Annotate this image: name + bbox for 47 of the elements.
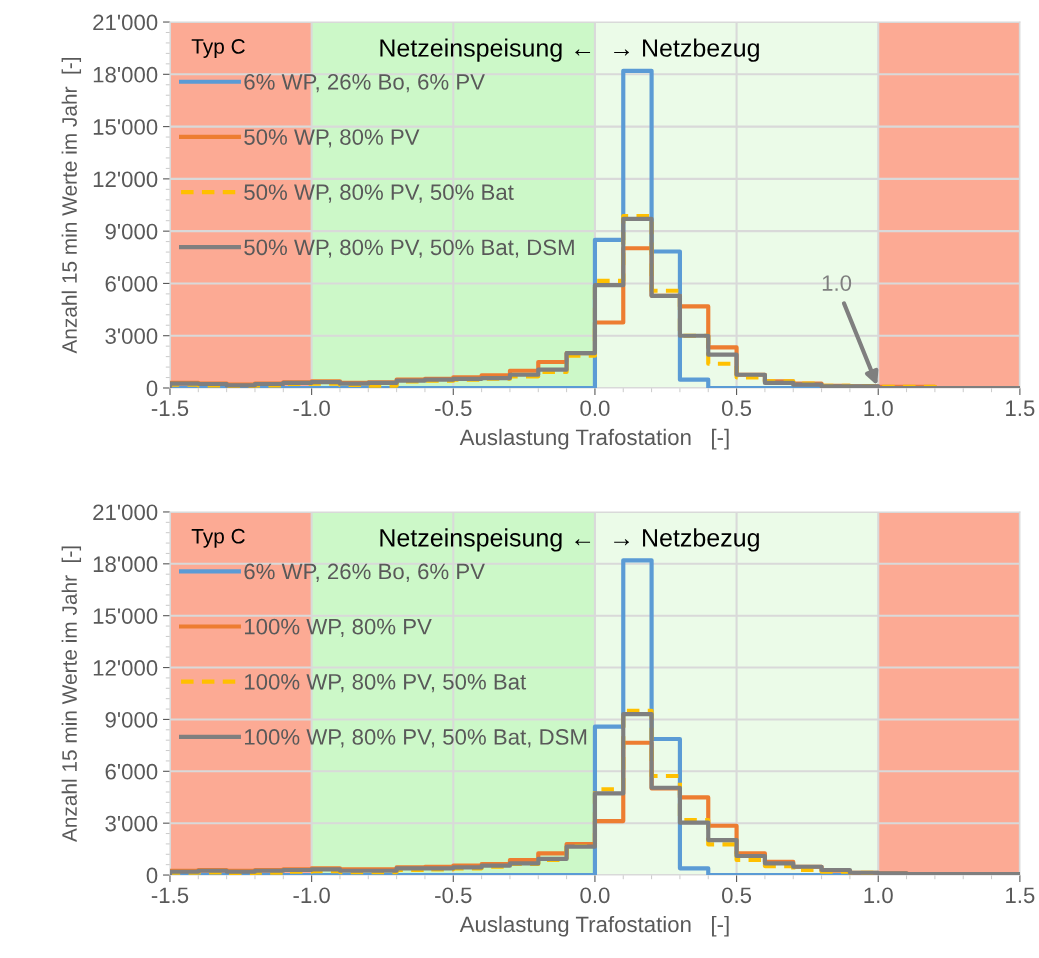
y-tick-label: 21'000 <box>93 14 158 31</box>
x-tick-label: -1.5 <box>151 887 189 904</box>
y-axis-title: Anzahl 15 min Werte im Jahr [-] <box>61 57 82 354</box>
y-tick-label: 18'000 <box>93 66 158 83</box>
annotation: 1.0 <box>822 275 852 291</box>
x-axis-title: Auslastung Trafostation [-] <box>459 915 729 937</box>
x-tick-label: -0.5 <box>435 400 472 417</box>
legend-label: 100% WP, 80% PV, 50% Bat <box>245 673 527 693</box>
y-tick-label: 3'000 <box>105 328 158 344</box>
x-tick-label: 0.5 <box>722 400 752 417</box>
y-tick-label: 3'000 <box>105 815 158 832</box>
y-tick-label: 12'000 <box>93 660 158 676</box>
annotation: Typ C <box>191 528 245 548</box>
legend-label: 100% WP, 80% PV <box>245 618 432 638</box>
legend-label: 50% WP, 80% PV <box>244 129 420 148</box>
y-tick-label: 12'000 <box>93 171 158 188</box>
annotation: Typ C <box>191 39 245 58</box>
legend-label: 100% WP, 80% PV, 50% Bat, DSM <box>245 729 587 748</box>
x-tick-label: -0.5 <box>435 887 472 904</box>
legend-label: 6% WP, 26% Bo, 6% PV <box>244 73 485 93</box>
y-tick-label: 15'000 <box>93 608 158 624</box>
x-tick-label: 0.0 <box>580 400 610 417</box>
legend-label: 50% WP, 80% PV, 50% Bat <box>244 184 514 203</box>
y-tick-label: 18'000 <box>93 556 158 573</box>
y-tick-label: 15'000 <box>93 119 158 135</box>
y-tick-label: 0 <box>146 867 158 884</box>
y-tick-label: 0 <box>146 380 158 397</box>
y-tick-label: 21'000 <box>93 504 158 521</box>
y-tick-label: 9'000 <box>105 711 158 728</box>
x-tick-label: 1.5 <box>1006 400 1035 417</box>
y-tick-label: 6'000 <box>105 275 158 292</box>
x-tick-label: 1.5 <box>1006 887 1035 904</box>
annotation: Netzeinspeisung ← → Netzbezug <box>380 528 759 552</box>
x-tick-label: 0.0 <box>580 887 610 904</box>
x-tick-label: -1.5 <box>151 400 189 417</box>
x-tick-label: 1.0 <box>864 400 893 417</box>
y-tick-label: 9'000 <box>105 223 158 240</box>
x-tick-label: 0.5 <box>722 887 752 904</box>
x-tick-label: 1.0 <box>864 887 893 904</box>
x-tick-label: -1.0 <box>293 400 330 417</box>
x-tick-label: -1.0 <box>293 887 330 904</box>
y-tick-label: 6'000 <box>105 763 158 780</box>
legend-label: 6% WP, 26% Bo, 6% PV <box>244 563 485 582</box>
annotation: Netzeinspeisung ← → Netzbezug <box>380 38 759 62</box>
x-axis-title: Auslastung Trafostation [-] <box>459 428 729 450</box>
y-axis-title: Anzahl 15 min Werte im Jahr [-] <box>61 546 82 843</box>
legend-label: 50% WP, 80% PV, 50% Bat, DSM <box>244 239 574 258</box>
